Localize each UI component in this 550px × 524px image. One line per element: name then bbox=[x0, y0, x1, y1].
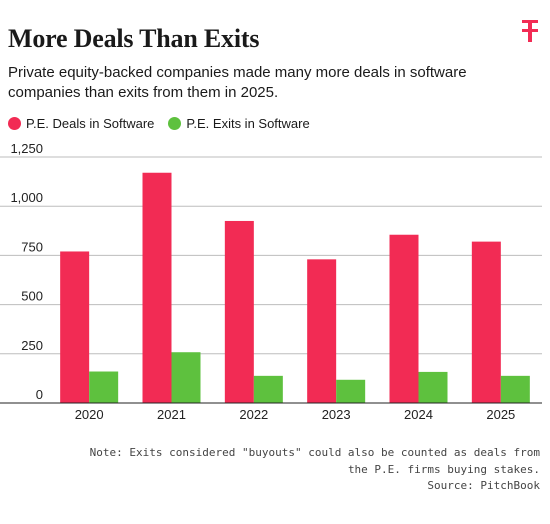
bar-exits bbox=[89, 371, 119, 403]
bar-deals bbox=[471, 241, 501, 403]
y-tick-label: 0 bbox=[36, 387, 43, 402]
y-tick-label: 1,000 bbox=[10, 190, 43, 205]
publisher-logo-icon bbox=[522, 20, 538, 42]
chart-note: Note: Exits considered "buyouts" could a… bbox=[89, 446, 540, 476]
x-tick-label: 2025 bbox=[486, 407, 515, 422]
x-tick-label: 2021 bbox=[157, 407, 186, 422]
x-tick-label: 2020 bbox=[75, 407, 104, 422]
legend-item-exits: P.E. Exits in Software bbox=[168, 116, 310, 131]
x-tick-label: 2023 bbox=[322, 407, 351, 422]
chart-legend: P.E. Deals in Software P.E. Exits in Sof… bbox=[8, 116, 324, 131]
bar-exits bbox=[253, 375, 283, 403]
chart-title: More Deals Than Exits bbox=[8, 24, 260, 53]
bar-chart: 0 250 500 750 1,000 1,250 2020 2021 2022 2023 2024… bbox=[0, 141, 542, 422]
legend-item-deals: P.E. Deals in Software bbox=[8, 116, 154, 131]
legend-label-deals: P.E. Deals in Software bbox=[26, 116, 155, 131]
legend-swatch-exits bbox=[168, 117, 182, 130]
y-tick-label: 1,250 bbox=[10, 141, 43, 156]
legend-swatch-deals bbox=[8, 117, 21, 130]
chart-subtitle: Private equity-backed companies made man… bbox=[8, 64, 467, 101]
y-tick-label: 750 bbox=[21, 239, 43, 254]
bar-exits bbox=[500, 375, 530, 403]
bar-deals bbox=[224, 220, 254, 403]
x-tick-label: 2024 bbox=[404, 407, 433, 422]
bar-exits bbox=[418, 371, 448, 403]
bar-deals bbox=[142, 172, 172, 403]
x-tick-label: 2022 bbox=[239, 407, 268, 422]
y-tick-label: 500 bbox=[21, 289, 43, 304]
bar-deals bbox=[307, 259, 337, 403]
chart-source: Source: PitchBook bbox=[427, 479, 540, 492]
legend-label-exits: P.E. Exits in Software bbox=[186, 116, 310, 131]
bar-deals bbox=[389, 234, 419, 403]
bar-deals bbox=[60, 251, 90, 403]
bar-exits bbox=[336, 379, 366, 403]
y-tick-label: 250 bbox=[21, 338, 43, 353]
bar-exits bbox=[171, 352, 201, 403]
